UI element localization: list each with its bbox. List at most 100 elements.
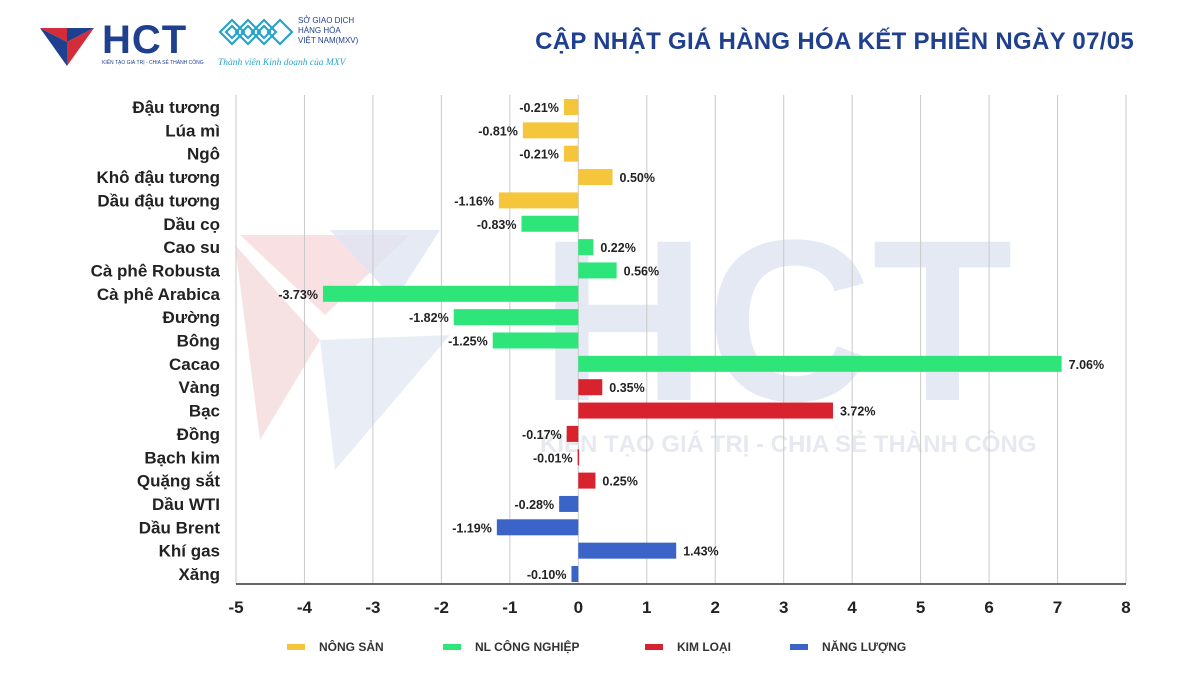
hct-logo: HCT KIẾN TẠO GIÁ TRỊ - CHIA SẺ THÀNH CÔN… xyxy=(38,16,208,72)
bar-6 xyxy=(578,239,594,256)
legend-swatch xyxy=(645,644,663,650)
bar-0 xyxy=(563,99,579,115)
legend-label: NĂNG LƯỢNG xyxy=(822,640,907,654)
x-tick-label: 1 xyxy=(642,598,651,617)
legend-item: NÔNG SẢN xyxy=(287,640,384,654)
bar-20 xyxy=(571,566,579,582)
data-label: -0.17% xyxy=(522,428,562,442)
category-label: Đậu tương xyxy=(132,98,220,117)
data-label: 7.06% xyxy=(1069,358,1104,372)
data-label: -1.25% xyxy=(448,335,488,349)
legend-item: NL CÔNG NGHIỆP xyxy=(443,640,579,654)
bar-5 xyxy=(521,215,579,232)
bar-17 xyxy=(559,495,579,512)
data-label: -0.28% xyxy=(515,498,555,512)
bar-18 xyxy=(496,519,579,536)
category-label: Cà phê Robusta xyxy=(91,261,221,280)
data-label: 1.43% xyxy=(683,545,718,559)
legend-label: NÔNG SẢN xyxy=(319,640,384,654)
x-tick-label: 4 xyxy=(847,598,857,617)
hct-brand-text: HCT xyxy=(102,18,188,62)
x-tick-label: 7 xyxy=(1053,598,1062,617)
x-tick-label: 5 xyxy=(916,598,925,617)
category-label: Dầu WTI xyxy=(152,495,220,514)
data-label: 0.25% xyxy=(602,475,637,489)
legend-swatch xyxy=(287,644,305,650)
legend-swatch xyxy=(790,644,808,650)
data-label: -3.73% xyxy=(278,288,318,302)
hct-diamond-icon xyxy=(40,28,94,66)
legend-label: KIM LOẠI xyxy=(677,640,731,654)
hct-tagline: KIẾN TẠO GIÁ TRỊ - CHIA SẺ THÀNH CÔNG xyxy=(102,60,204,66)
category-label: Xăng xyxy=(178,565,220,584)
x-tick-label: 3 xyxy=(779,598,788,617)
category-label: Ngô xyxy=(187,145,220,164)
legend-item: KIM LOẠI xyxy=(645,640,731,654)
data-label: -0.21% xyxy=(519,101,559,115)
bar-3 xyxy=(578,169,613,186)
bar-7 xyxy=(578,262,617,279)
legend-swatch xyxy=(443,644,461,650)
mxv-logo: SỞ GIAO DỊCH HÀNG HÓA VIỆT NAM(MXV) Thàn… xyxy=(218,16,378,72)
bar-14 xyxy=(566,425,579,442)
bar-chart: -5 -4 -3 -2 -1 0 1 2 3 4 5 6 7 8 Đậu tương -0.21% Lúa mì… xyxy=(91,95,1131,617)
data-label: 3.72% xyxy=(840,405,875,419)
bar-9 xyxy=(453,309,579,326)
data-label: 0.35% xyxy=(609,381,644,395)
x-tick-label: 0 xyxy=(574,598,583,617)
bar-8 xyxy=(322,285,579,302)
category-label: Vàng xyxy=(178,378,220,397)
mxv-name: SỞ GIAO DỊCH HÀNG HÓA VIỆT NAM(MXV) xyxy=(298,16,388,46)
category-label: Cacao xyxy=(169,355,220,374)
category-label: Khô đậu tương xyxy=(96,168,220,187)
category-label: Cà phê Arabica xyxy=(97,285,221,304)
category-label: Đồng xyxy=(177,425,220,444)
mxv-subtitle: Thành viên Kinh doanh của MXV xyxy=(218,58,346,68)
bar-1 xyxy=(522,122,579,139)
bar-13 xyxy=(578,402,833,419)
data-label: -1.82% xyxy=(409,311,449,325)
mxv-line-3: VIỆT NAM(MXV) xyxy=(298,36,359,45)
category-label: Dầu cọ xyxy=(163,215,220,234)
bar-11 xyxy=(578,355,1062,372)
data-label: -0.10% xyxy=(527,568,567,582)
data-label: -0.21% xyxy=(519,148,559,162)
category-label: Bông xyxy=(177,332,220,351)
mxv-line-2: HÀNG HÓA xyxy=(298,26,341,35)
x-tick-label: -5 xyxy=(228,598,243,617)
bar-16 xyxy=(578,472,596,489)
data-label: 0.22% xyxy=(600,241,635,255)
legend-item: NĂNG LƯỢNG xyxy=(790,640,906,654)
page-title: CẬP NHẬT GIÁ HÀNG HÓA KẾT PHIÊN NGÀY 07/… xyxy=(535,28,1134,55)
category-label: Cao su xyxy=(163,238,220,257)
x-tick-label: -2 xyxy=(434,598,449,617)
x-tick-label: -4 xyxy=(297,598,313,617)
x-tick-label: 8 xyxy=(1121,598,1130,617)
data-label: 0.56% xyxy=(624,264,659,278)
mxv-line-1: SỞ GIAO DỊCH xyxy=(298,16,355,25)
category-label: Dầu đậu tương xyxy=(97,191,220,210)
category-label: Quặng sắt xyxy=(137,472,220,491)
bar-10 xyxy=(492,332,579,349)
bar-12 xyxy=(578,379,603,396)
category-label: Bạc xyxy=(189,402,220,421)
x-tick-label: -3 xyxy=(365,598,380,617)
mxv-diamond-icon xyxy=(218,18,294,46)
data-label: -1.16% xyxy=(454,194,494,208)
bar-19 xyxy=(578,542,677,559)
data-label: -0.83% xyxy=(477,218,517,232)
category-label: Khí gas xyxy=(159,542,220,561)
data-label: 0.50% xyxy=(620,171,655,185)
x-tick-label: 6 xyxy=(984,598,993,617)
category-label: Đường xyxy=(163,308,220,327)
chart-legend: NÔNG SẢN NL CÔNG NGHIỆP KIM LOẠI NĂNG LƯỢNG xyxy=(0,640,1200,670)
header: HCT KIẾN TẠO GIÁ TRỊ - CHIA SẺ THÀNH CÔN… xyxy=(0,0,1200,80)
data-label: -0.01% xyxy=(533,451,573,465)
data-label: -1.19% xyxy=(452,521,492,535)
bar-4 xyxy=(498,192,579,209)
legend-label: NL CÔNG NGHIỆP xyxy=(475,640,580,654)
x-tick-label: -1 xyxy=(502,598,517,617)
category-label: Lúa mì xyxy=(165,121,220,140)
bar-15 xyxy=(577,449,580,466)
category-label: Bạch kim xyxy=(144,448,220,467)
